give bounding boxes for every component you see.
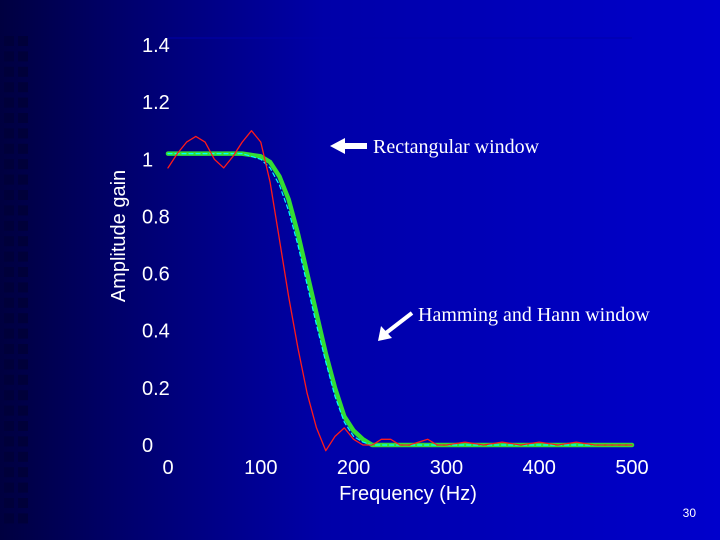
x-tick-label: 300 bbox=[430, 457, 463, 479]
annotation-rectangular: Rectangular window bbox=[330, 136, 540, 158]
sidebar-square bbox=[4, 113, 14, 123]
ticks-layer: 0 0.2 0.4 0.6 0.8 1 1.2 1.4 0 100 200 300 400 500 bbox=[142, 35, 649, 479]
sidebar-square bbox=[18, 344, 28, 354]
sidebar-square bbox=[4, 482, 14, 493]
sidebar-square bbox=[18, 143, 28, 154]
sidebar-square bbox=[4, 405, 14, 416]
y-tick-label: 0 bbox=[142, 435, 153, 457]
sidebar-square bbox=[18, 297, 28, 308]
sidebar-square bbox=[4, 128, 14, 139]
sidebar-square bbox=[4, 313, 14, 324]
x-tick-label: 400 bbox=[523, 457, 556, 479]
sidebar-square bbox=[4, 143, 14, 154]
sidebar-square bbox=[4, 82, 14, 93]
sidebar-square bbox=[4, 236, 14, 247]
y-tick-label: 0.2 bbox=[142, 378, 170, 400]
sidebar-square bbox=[4, 421, 14, 431]
page-number: 30 bbox=[682, 506, 696, 520]
sidebar-square bbox=[18, 451, 28, 462]
y-tick-label: 1.4 bbox=[142, 35, 170, 57]
x-tick-label: 0 bbox=[162, 457, 173, 479]
sidebar-square bbox=[18, 174, 28, 185]
sidebar-square bbox=[18, 313, 28, 324]
y-tick-label: 1 bbox=[142, 149, 153, 171]
sidebar-square bbox=[4, 344, 14, 354]
y-tick-label: 1.2 bbox=[142, 92, 170, 114]
x-tick-label: 500 bbox=[615, 457, 648, 479]
sidebar-square bbox=[18, 421, 28, 431]
annotation-rectangular-label: Rectangular window bbox=[373, 136, 540, 158]
sidebar-square bbox=[4, 220, 14, 231]
sidebar-square bbox=[18, 513, 28, 524]
sidebar-decoration bbox=[4, 36, 28, 524]
sidebar-square bbox=[18, 374, 28, 385]
sidebar-square bbox=[4, 390, 14, 401]
sidebar-square bbox=[18, 436, 28, 447]
sidebar-square bbox=[4, 282, 14, 293]
sidebar-square bbox=[4, 51, 14, 62]
sidebar-square bbox=[4, 513, 14, 524]
sidebar-square bbox=[4, 359, 14, 370]
sidebar-square bbox=[18, 359, 28, 370]
sidebar-square bbox=[18, 97, 28, 108]
y-tick-label: 0.8 bbox=[142, 206, 170, 228]
sidebar-square bbox=[4, 190, 14, 200]
sidebar-square bbox=[4, 297, 14, 308]
y-tick-label: 0.4 bbox=[142, 321, 170, 343]
annotation-hamming-hann-label: Hamming and Hann window bbox=[418, 304, 650, 326]
sidebar-square bbox=[18, 251, 28, 262]
sidebar-square bbox=[4, 467, 14, 478]
sidebar-square bbox=[18, 282, 28, 293]
sidebar-square bbox=[18, 467, 28, 478]
sidebar-square bbox=[4, 498, 14, 508]
sidebar-square bbox=[18, 498, 28, 508]
sidebar-square bbox=[18, 220, 28, 231]
sidebar-square bbox=[18, 405, 28, 416]
sidebar-square bbox=[4, 251, 14, 262]
sidebar-square bbox=[18, 36, 28, 46]
sidebar-square bbox=[4, 267, 14, 277]
sidebar-square bbox=[4, 66, 14, 77]
series-line-rectangular bbox=[167, 130, 633, 452]
sidebar-square bbox=[4, 97, 14, 108]
sidebar-square bbox=[4, 328, 14, 339]
sidebar-square bbox=[18, 482, 28, 493]
left-arrow-icon bbox=[330, 138, 367, 154]
sidebar-square bbox=[18, 159, 28, 170]
sidebar-square bbox=[18, 328, 28, 339]
series-layer bbox=[165, 130, 635, 452]
series-line-hamming bbox=[165, 151, 635, 448]
sidebar-square bbox=[18, 66, 28, 77]
sidebar-square bbox=[4, 36, 14, 46]
x-tick-label: 100 bbox=[244, 457, 277, 479]
sidebar-square bbox=[18, 190, 28, 200]
series-line-hann bbox=[167, 153, 633, 446]
sidebar-square bbox=[18, 113, 28, 123]
down-left-arrow-icon bbox=[378, 326, 392, 341]
sidebar-square bbox=[4, 174, 14, 185]
sidebar-square bbox=[18, 51, 28, 62]
y-tick-label: 0.6 bbox=[142, 264, 170, 286]
sidebar-square bbox=[18, 82, 28, 93]
x-tick-label: 200 bbox=[337, 457, 370, 479]
sidebar-square bbox=[18, 390, 28, 401]
sidebar-square bbox=[4, 451, 14, 462]
sidebar-square bbox=[18, 267, 28, 277]
sidebar-square bbox=[4, 205, 14, 216]
x-axis-label: Frequency (Hz) bbox=[339, 483, 477, 505]
sidebar-square bbox=[4, 374, 14, 385]
sidebar-square bbox=[18, 236, 28, 247]
sidebar-square bbox=[18, 128, 28, 139]
sidebar-square bbox=[4, 159, 14, 170]
annotation-hamming-hann: Hamming and Hann window bbox=[378, 304, 650, 341]
y-axis-label: Amplitude gain bbox=[108, 170, 130, 302]
sidebar-square bbox=[18, 205, 28, 216]
sidebar-square bbox=[4, 436, 14, 447]
